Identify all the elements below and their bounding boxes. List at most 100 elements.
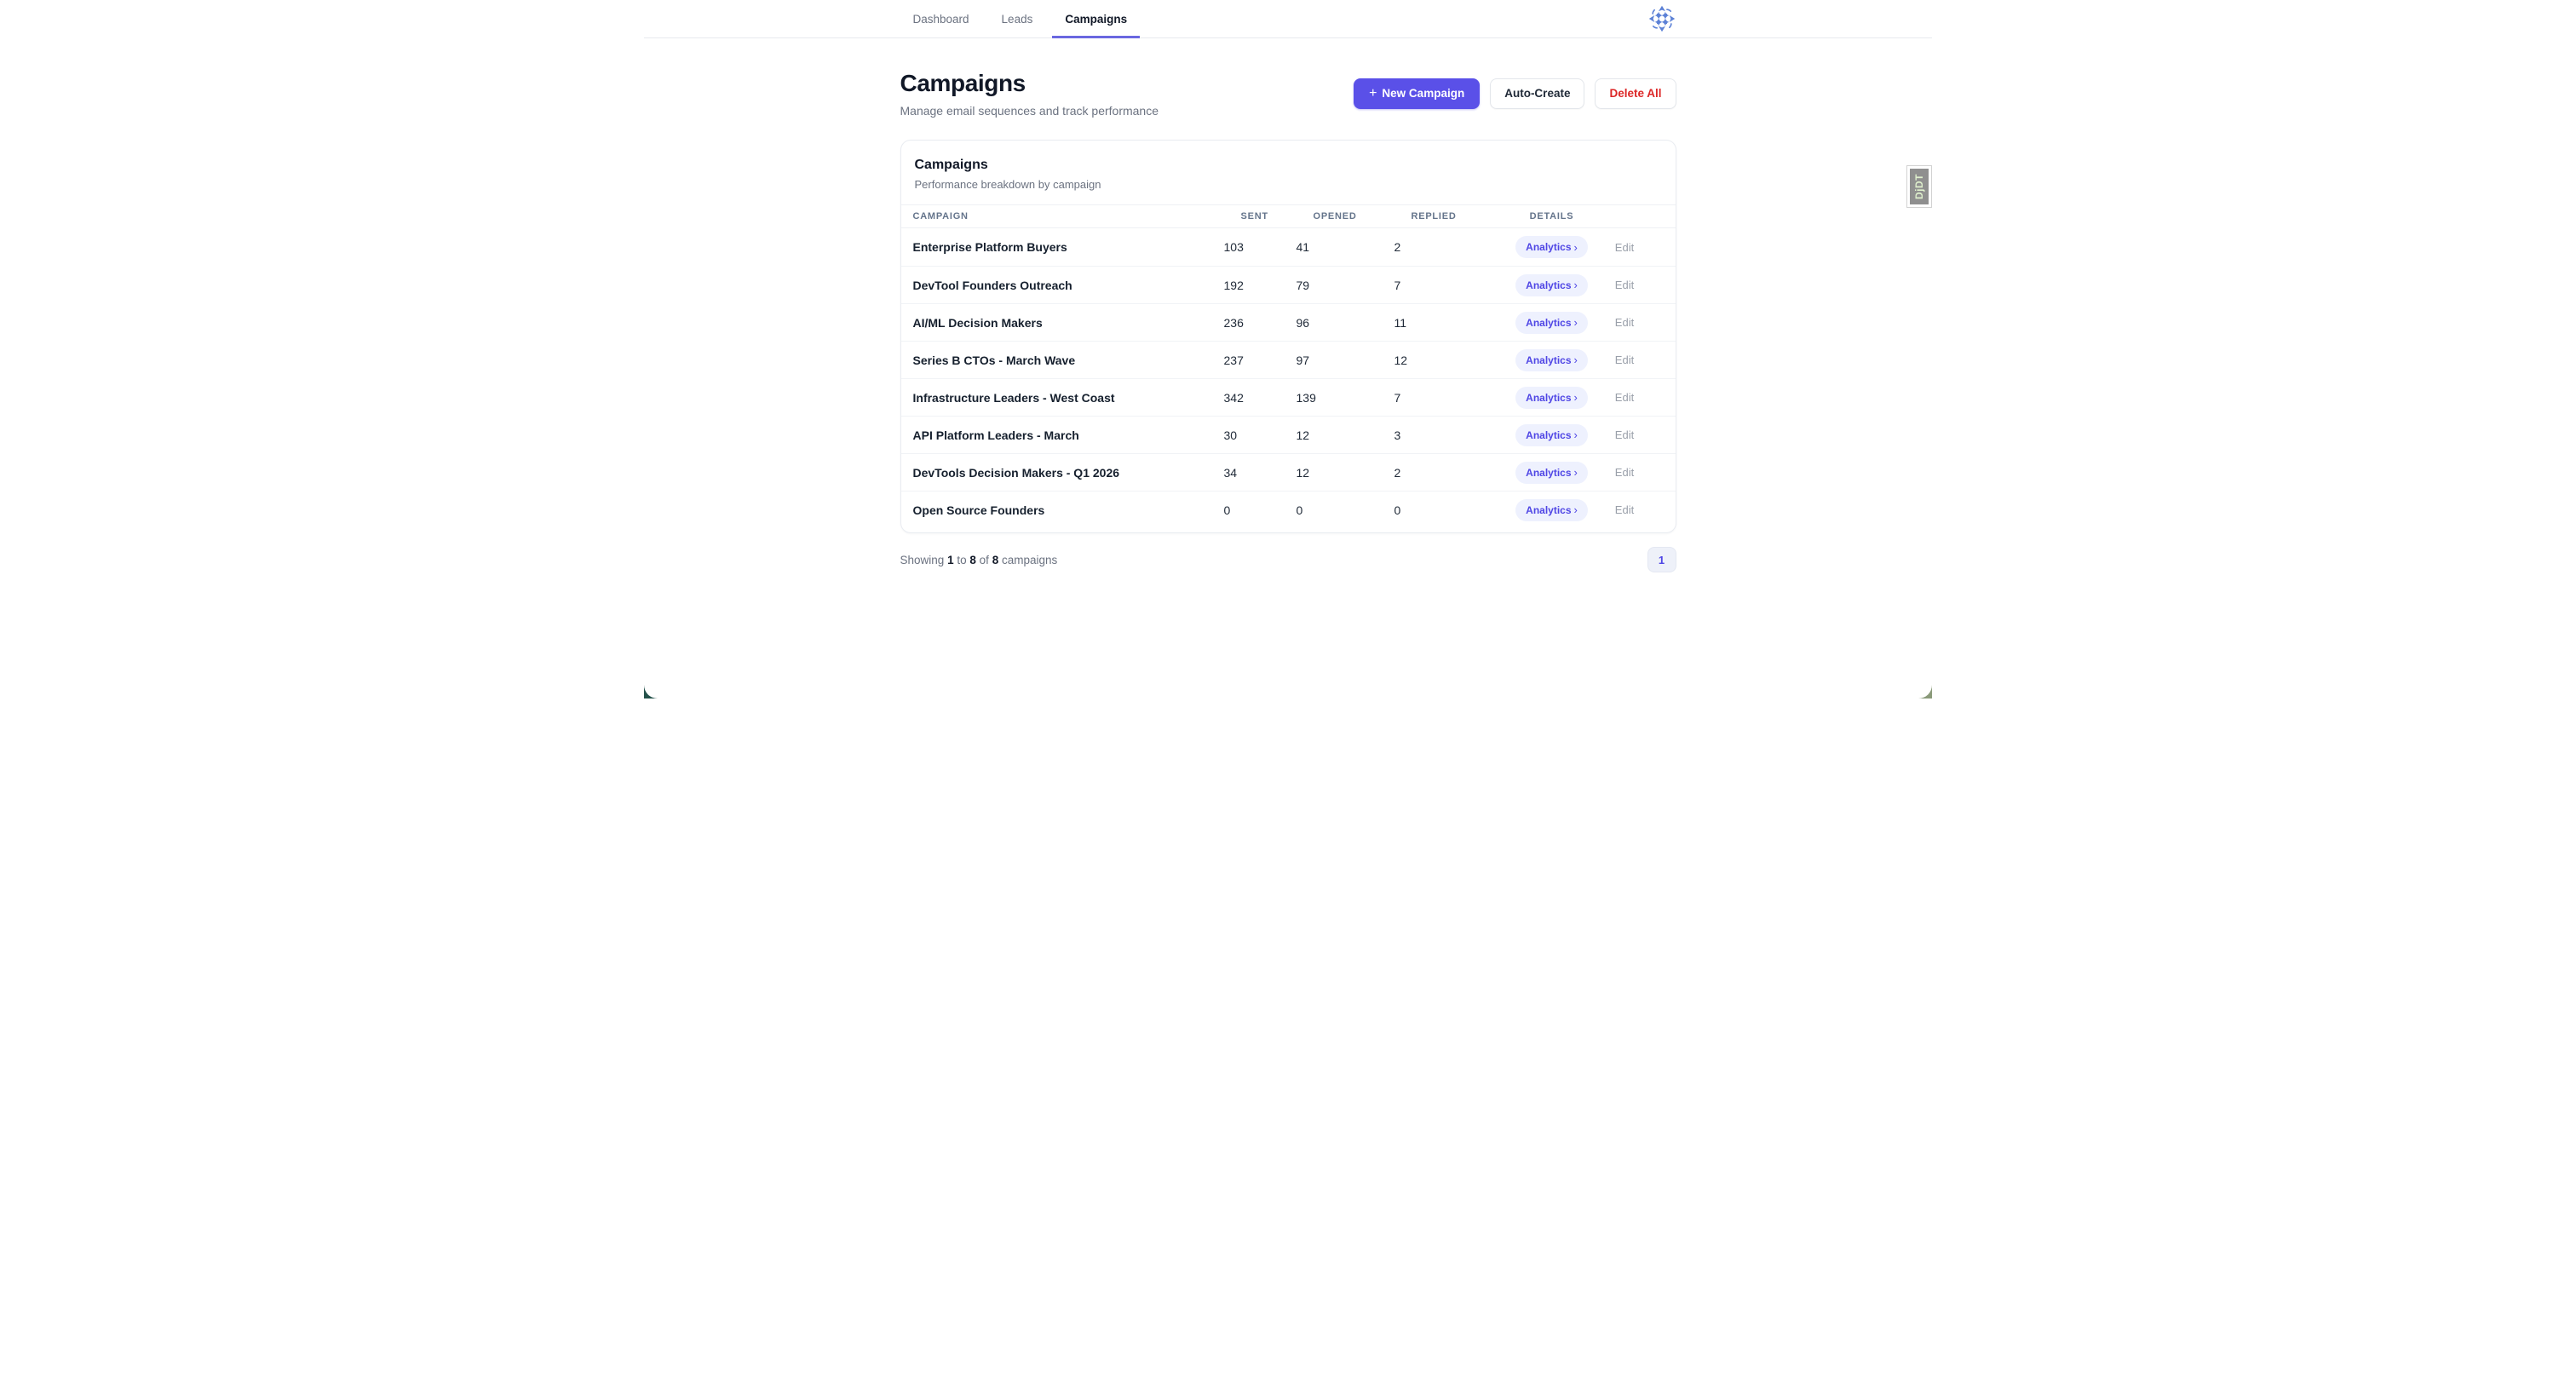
sent-count: 103 (1223, 240, 1244, 254)
analytics-label: Analytics (1526, 241, 1572, 253)
range-start: 1 (947, 553, 954, 566)
delete-all-button[interactable]: Delete All (1595, 78, 1676, 109)
page-subtitle: Manage email sequences and track perform… (900, 104, 1159, 118)
page-title-block: Campaigns Manage email sequences and tra… (900, 69, 1159, 118)
campaign-name: DevTools Decision Makers - Q1 2026 (912, 465, 1120, 480)
campaign-name: Infrastructure Leaders - West Coast (912, 390, 1115, 405)
chevron-right-icon: › (1573, 391, 1578, 404)
analytics-button[interactable]: Analytics › (1515, 348, 1588, 371)
table-row: AI/ML Decision Makers 236 96 11 Analytic… (900, 303, 1676, 341)
replied-count: 7 (1394, 278, 1401, 292)
showing-prefix: Showing (900, 553, 945, 566)
analytics-label: Analytics (1526, 354, 1572, 366)
opened-count: 41 (1296, 240, 1310, 254)
opened-count: 139 (1296, 390, 1316, 405)
analytics-button[interactable]: Analytics › (1515, 498, 1588, 521)
table-row: API Platform Leaders - March 30 12 3 Ana… (900, 416, 1676, 453)
column-header-campaign: CAMPAIGN (912, 211, 969, 221)
card-title: Campaigns (914, 158, 988, 172)
of-word: of (979, 553, 989, 566)
analytics-label: Analytics (1526, 428, 1572, 441)
analytics-button[interactable]: Analytics › (1515, 386, 1588, 409)
table-bottom-padding (901, 528, 1676, 532)
debug-toolbar-label: DjDT (1913, 174, 1925, 199)
tab-leads[interactable]: Leads (989, 0, 1046, 37)
table-row: DevTool Founders Outreach 192 79 7 Analy… (900, 266, 1676, 303)
page-1-button[interactable]: 1 (1647, 547, 1676, 572)
table-header-row: CAMPAIGN SENT OPENED REPLIED DETAILS (900, 204, 1676, 228)
range-end: 8 (969, 553, 976, 566)
sent-count: 236 (1223, 315, 1244, 330)
campaign-name: API Platform Leaders - March (912, 428, 1079, 442)
campaign-name: Series B CTOs - March Wave (912, 353, 1076, 367)
replied-count: 11 (1394, 315, 1407, 330)
opened-count: 97 (1296, 353, 1310, 367)
replied-count: 0 (1394, 503, 1401, 517)
chevron-right-icon: › (1573, 428, 1578, 441)
analytics-label: Analytics (1526, 279, 1572, 291)
to-word: to (957, 553, 967, 566)
auto-create-button[interactable]: Auto-Create (1490, 78, 1585, 109)
analytics-label: Analytics (1526, 503, 1572, 516)
table-body: Enterprise Platform Buyers 103 41 2 Anal… (900, 228, 1676, 528)
analytics-label: Analytics (1526, 466, 1572, 479)
opened-count: 79 (1296, 278, 1310, 292)
top-nav: Dashboard Leads Campaigns (644, 0, 1932, 38)
replied-count: 2 (1394, 240, 1401, 254)
edit-button[interactable]: Edit (1614, 503, 1635, 516)
edit-button[interactable]: Edit (1614, 240, 1635, 254)
analytics-button[interactable]: Analytics › (1515, 423, 1588, 446)
list-footer: Showing 1 to 8 of 8 campaigns 1 (900, 547, 1676, 572)
analytics-button[interactable]: Analytics › (1515, 461, 1588, 484)
showing-suffix: campaigns (1001, 553, 1058, 566)
showing-summary: Showing 1 to 8 of 8 campaigns (900, 554, 1058, 566)
replied-count: 7 (1394, 390, 1401, 405)
edit-button[interactable]: Edit (1614, 391, 1635, 404)
sent-count: 237 (1223, 353, 1244, 367)
table-row: Enterprise Platform Buyers 103 41 2 Anal… (901, 228, 1676, 266)
card-subtitle: Performance breakdown by campaign (914, 178, 1101, 191)
chevron-right-icon: › (1573, 240, 1578, 254)
tab-dashboard[interactable]: Dashboard (900, 0, 982, 37)
campaigns-card: Campaigns Performance breakdown by campa… (900, 140, 1676, 533)
app-logo-ornament-icon[interactable] (1647, 4, 1676, 33)
replied-count: 12 (1394, 353, 1408, 367)
column-header-sent: SENT (1240, 211, 1268, 221)
sent-count: 192 (1223, 278, 1244, 292)
opened-count: 0 (1296, 503, 1303, 517)
sent-count: 342 (1223, 390, 1244, 405)
chevron-right-icon: › (1573, 466, 1578, 479)
analytics-label: Analytics (1526, 391, 1572, 404)
app-window: Dashboard Leads Campaigns (644, 0, 1932, 698)
table-row: Series B CTOs - March Wave 237 97 12 Ana… (900, 341, 1676, 378)
campaign-name: Open Source Founders (912, 503, 1045, 517)
header-actions: + New Campaign Auto-Create Delete All (1354, 78, 1676, 109)
card-header: Campaigns Performance breakdown by campa… (901, 141, 1676, 204)
chevron-right-icon: › (1573, 503, 1578, 516)
page-header: Campaigns Manage email sequences and tra… (900, 69, 1676, 118)
edit-button[interactable]: Edit (1614, 466, 1635, 479)
analytics-button[interactable]: Analytics › (1515, 236, 1588, 258)
edit-button[interactable]: Edit (1614, 279, 1635, 291)
sent-count: 30 (1223, 428, 1238, 442)
edit-button[interactable]: Edit (1614, 316, 1635, 329)
sent-count: 34 (1223, 465, 1238, 480)
analytics-button[interactable]: Analytics › (1515, 273, 1588, 296)
analytics-label: Analytics (1526, 316, 1572, 329)
replied-count: 2 (1394, 465, 1401, 480)
screen: Dashboard Leads Campaigns (644, 0, 1932, 698)
edit-button[interactable]: Edit (1614, 354, 1635, 366)
opened-count: 12 (1296, 465, 1310, 480)
tab-campaigns[interactable]: Campaigns (1052, 0, 1140, 38)
plus-icon: + (1369, 85, 1377, 101)
chevron-right-icon: › (1573, 316, 1578, 329)
total-count: 8 (992, 553, 999, 566)
campaign-name: DevTool Founders Outreach (912, 278, 1072, 292)
edit-button[interactable]: Edit (1614, 428, 1635, 441)
analytics-button[interactable]: Analytics › (1515, 311, 1588, 334)
new-campaign-button[interactable]: + New Campaign (1354, 78, 1481, 109)
debug-toolbar-handle[interactable]: DjDT (1906, 165, 1932, 208)
sent-count: 0 (1223, 503, 1231, 517)
opened-count: 96 (1296, 315, 1310, 330)
table-row: Open Source Founders 0 0 0 Analytics › E… (900, 491, 1676, 528)
